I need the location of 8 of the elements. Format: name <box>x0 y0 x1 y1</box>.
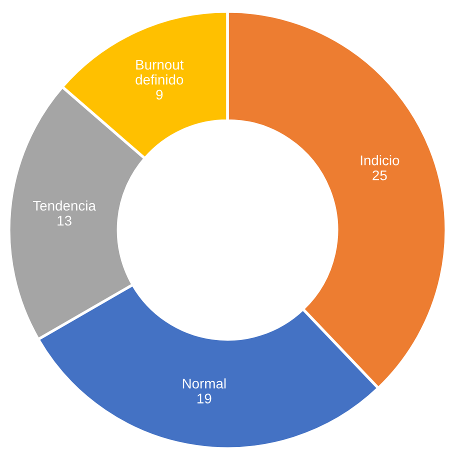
slice-label: Burnout definido <box>136 60 184 85</box>
data-label: 25 <box>372 170 387 180</box>
data-label: 13 <box>58 216 72 226</box>
slice-label: Tendencia <box>32 200 96 211</box>
data-label: 19 <box>198 394 212 404</box>
slice-label: Indicio <box>360 155 400 166</box>
slice-label: Normal <box>182 378 226 389</box>
data-label: 9 <box>156 90 163 100</box>
